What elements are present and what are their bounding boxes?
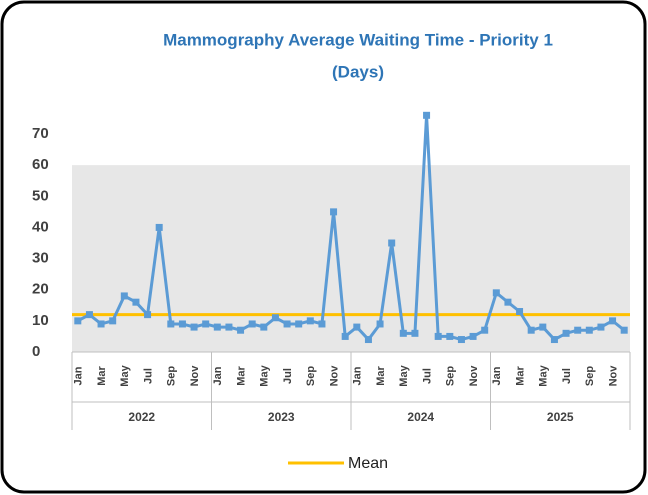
y-tick-label: 50 bbox=[32, 187, 49, 204]
shaded-band bbox=[72, 165, 630, 352]
marker bbox=[609, 317, 617, 325]
x-tick-label: May bbox=[398, 364, 410, 386]
marker bbox=[423, 111, 431, 119]
marker bbox=[446, 332, 454, 340]
marker bbox=[527, 326, 535, 334]
x-tick-label: Nov bbox=[189, 365, 201, 387]
marker bbox=[562, 329, 570, 337]
marker bbox=[574, 326, 582, 334]
marker bbox=[167, 320, 175, 328]
group-label: 2024 bbox=[407, 410, 434, 424]
x-tick-label: Sep bbox=[584, 366, 596, 386]
x-tick-label: May bbox=[538, 364, 550, 386]
marker bbox=[341, 332, 349, 340]
marker bbox=[492, 289, 500, 297]
marker bbox=[411, 329, 419, 337]
chart-title: Mammography Average Waiting Time - Prior… bbox=[163, 30, 553, 49]
marker bbox=[597, 323, 605, 331]
y-tick-label: 30 bbox=[32, 250, 49, 267]
marker bbox=[237, 326, 245, 334]
marker bbox=[457, 336, 465, 344]
x-tick-label: Mar bbox=[514, 366, 526, 386]
x-tick-label: Mar bbox=[375, 366, 387, 386]
marker bbox=[271, 314, 279, 322]
marker bbox=[469, 332, 477, 340]
marker bbox=[248, 320, 256, 328]
marker bbox=[260, 323, 268, 331]
x-tick-label: May bbox=[119, 364, 131, 386]
group-label: 2022 bbox=[128, 410, 155, 424]
marker bbox=[504, 298, 512, 306]
x-tick-label: Jan bbox=[73, 366, 85, 385]
marker bbox=[516, 308, 524, 316]
marker bbox=[283, 320, 291, 328]
x-tick-label: Sep bbox=[305, 366, 317, 386]
marker bbox=[550, 336, 558, 344]
y-tick-label: 40 bbox=[32, 218, 49, 235]
marker bbox=[539, 323, 547, 331]
x-tick-label: Mar bbox=[96, 366, 108, 386]
x-tick-label: Jan bbox=[212, 366, 224, 385]
marker bbox=[434, 332, 442, 340]
marker bbox=[388, 239, 396, 247]
marker bbox=[109, 317, 117, 325]
marker bbox=[306, 317, 314, 325]
marker bbox=[330, 208, 338, 216]
marker bbox=[120, 292, 128, 300]
x-tick-label: Mar bbox=[235, 366, 247, 386]
marker bbox=[190, 323, 198, 331]
y-tick-label: 0 bbox=[32, 343, 40, 360]
x-tick-label: Sep bbox=[166, 366, 178, 386]
x-tick-label: May bbox=[259, 364, 271, 386]
x-tick-label: Jul bbox=[282, 368, 294, 384]
x-tick-label: Jan bbox=[352, 366, 364, 385]
x-tick-label: Sep bbox=[445, 366, 457, 386]
x-tick-label: Jul bbox=[142, 368, 154, 384]
marker bbox=[318, 320, 326, 328]
marker bbox=[225, 323, 233, 331]
group-label: 2023 bbox=[268, 410, 295, 424]
x-tick-label: Jan bbox=[491, 366, 503, 385]
marker bbox=[620, 326, 628, 334]
y-tick-label: 20 bbox=[32, 281, 49, 298]
marker bbox=[376, 320, 384, 328]
x-tick-label: Nov bbox=[328, 365, 340, 387]
y-tick-label: 10 bbox=[32, 312, 49, 329]
x-tick-label: Jul bbox=[421, 368, 433, 384]
chart-title: (Days) bbox=[332, 62, 384, 81]
x-tick-label: Nov bbox=[468, 365, 480, 387]
marker bbox=[132, 298, 140, 306]
marker bbox=[353, 323, 361, 331]
legend-label: Mean bbox=[348, 455, 388, 472]
marker bbox=[295, 320, 303, 328]
marker bbox=[74, 317, 82, 325]
y-tick-label: 70 bbox=[32, 125, 49, 142]
marker bbox=[364, 336, 372, 344]
marker bbox=[399, 329, 407, 337]
x-tick-label: Jul bbox=[561, 368, 573, 384]
y-tick-label: 60 bbox=[32, 156, 49, 173]
marker bbox=[585, 326, 593, 334]
marker bbox=[481, 326, 489, 334]
marker bbox=[213, 323, 221, 331]
x-tick-label: Nov bbox=[607, 365, 619, 387]
marker bbox=[97, 320, 105, 328]
marker bbox=[144, 311, 152, 319]
group-label: 2025 bbox=[547, 410, 574, 424]
marker bbox=[202, 320, 210, 328]
marker bbox=[178, 320, 186, 328]
marker bbox=[155, 223, 163, 231]
marker bbox=[85, 311, 93, 319]
